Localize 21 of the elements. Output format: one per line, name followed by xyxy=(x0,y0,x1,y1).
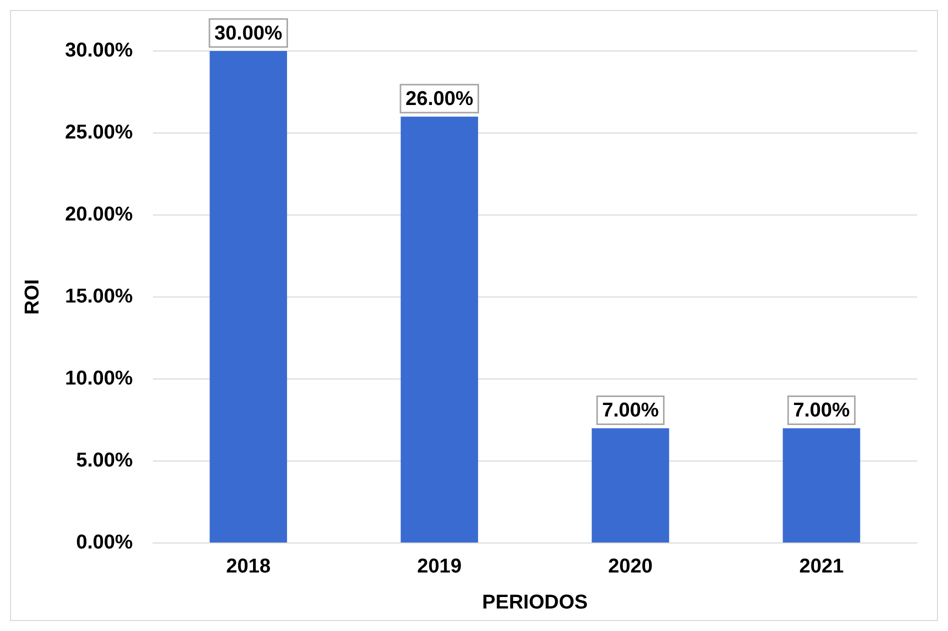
data-label: 26.00% xyxy=(405,88,474,110)
y-tick-label: 20.00% xyxy=(64,204,134,226)
y-tick-label: 5.00% xyxy=(76,450,134,472)
data-label: 7.00% xyxy=(602,400,660,422)
x-tick-label: 2018 xyxy=(226,556,271,578)
bar xyxy=(400,116,478,542)
y-tick-label: 25.00% xyxy=(64,122,134,144)
y-tick-label: 10.00% xyxy=(64,368,134,390)
y-tick-label: 30.00% xyxy=(64,40,134,62)
y-axis-title: ROI xyxy=(22,279,44,315)
y-tick-label: 0.00% xyxy=(76,532,134,554)
bar xyxy=(782,428,860,542)
y-tick-label: 15.00% xyxy=(64,286,134,308)
data-label: 7.00% xyxy=(793,400,850,422)
data-label: 30.00% xyxy=(214,22,282,45)
bar xyxy=(592,428,670,542)
bar xyxy=(210,51,288,542)
x-tick-label: 2021 xyxy=(799,556,844,578)
x-tick-label: 2020 xyxy=(608,556,653,578)
x-axis-title: PERIODOS xyxy=(482,592,588,614)
x-tick-label: 2019 xyxy=(417,556,462,578)
